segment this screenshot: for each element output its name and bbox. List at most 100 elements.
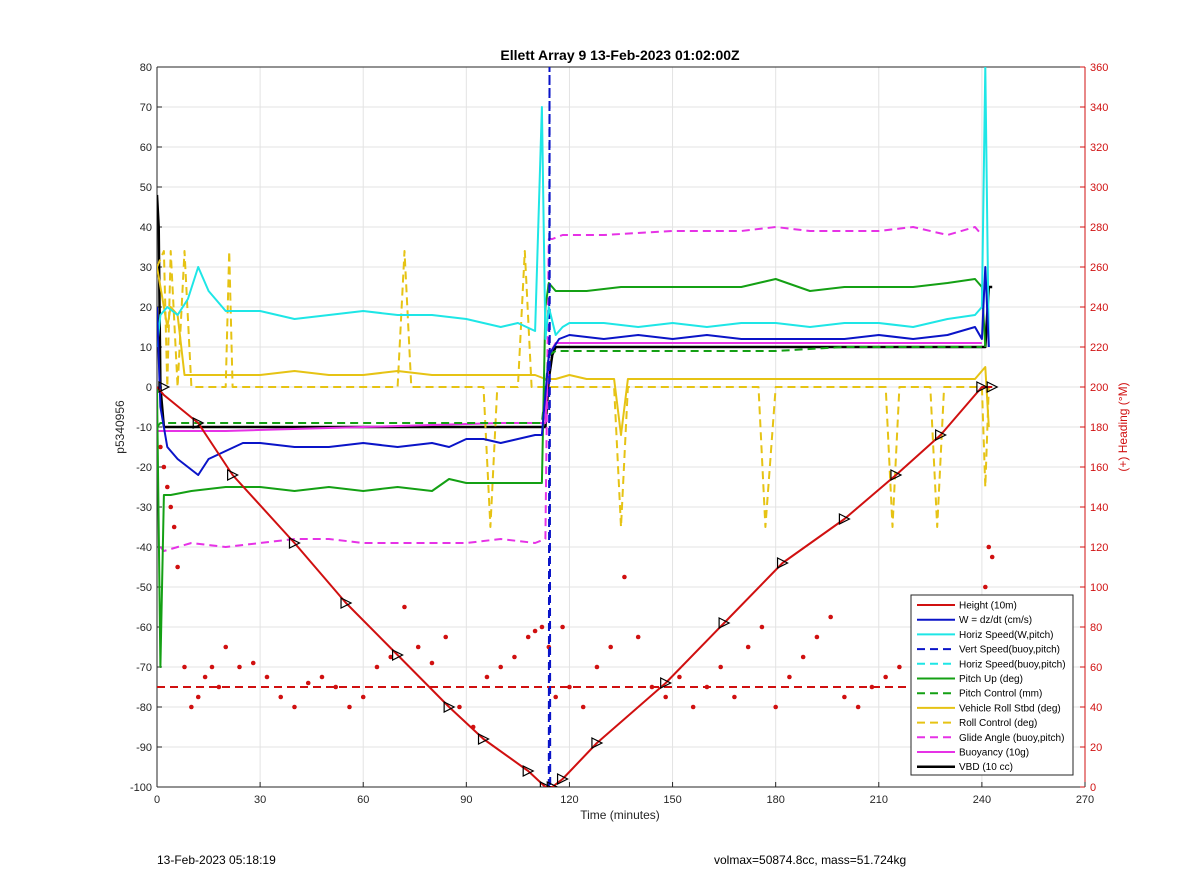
y-tick-label: 80 [140,62,152,74]
axes-layer: 0 30 60 90 120 150 180 210 240 270-100-90-80-70-6… [130,62,1108,806]
right-y-tick-label: 360 [1090,62,1108,74]
heading-point [209,664,215,670]
heading-point [677,674,682,680]
y-tick-label: -70 [136,662,152,674]
heading-point [429,660,435,666]
legend-entry: Horiz Speed(W,pitch) [959,630,1053,641]
series-line [159,226,983,552]
legend-entry: VBD (10 cc) [959,762,1013,773]
x-tick-label: 150 [663,794,681,806]
heading-point [560,624,565,630]
heading-point [704,684,710,690]
x-tick-label: 120 [560,794,578,806]
chart-title: Ellett Array 9 13-Feb-2023 01:02:00Z [500,47,740,63]
heading-point [195,694,201,700]
right-y-tick-label: 160 [1090,462,1108,474]
heading-point [512,654,517,660]
right-y-tick-label: 20 [1090,742,1102,754]
y-tick-label: -10 [136,422,152,434]
right-y-axis-label: (+) Heading (°M) [1116,382,1130,471]
y-tick-label: -100 [130,782,152,794]
height-marker [591,737,604,749]
height-marker [158,381,171,393]
x-tick-label: 240 [973,794,991,806]
y-tick-label: 50 [140,182,152,194]
heading-point [443,634,449,640]
legend-entry: Vehicle Roll Stbd (deg) [959,703,1061,714]
y-tick-label: -90 [136,742,152,754]
heading-point [567,684,572,690]
heading-point [718,664,723,670]
series-line [157,67,990,348]
heading-point [216,684,222,690]
right-y-tick-label: 200 [1090,382,1108,394]
legend-entry: Height (10m) [959,601,1017,612]
x-tick-label: 270 [1076,794,1094,806]
heading-point [171,524,177,530]
legend-entry: W = dz/dt (cm/s) [959,615,1032,626]
height-marker [391,649,404,661]
height-marker [976,381,989,393]
heading-point [532,628,538,634]
y-tick-label: 0 [146,382,152,394]
legend-entry: Horiz Speed(buoy,pitch) [959,659,1066,670]
heading-point [986,544,992,550]
heading-point [608,644,613,650]
series-line [157,266,990,476]
height-marker [838,513,851,525]
heading-point [580,704,586,710]
y-axis-label: p5340956 [113,400,127,454]
legend-box [910,594,1074,776]
x-axis-label: Time (minutes) [580,808,660,822]
right-y-tick-label: 80 [1090,622,1102,634]
height-marker [660,677,673,689]
series-line [157,266,990,436]
right-y-tick-label: 0 [1090,782,1096,794]
right-y-tick-label: 340 [1090,102,1108,114]
heading-point [292,704,297,710]
heading-point [649,684,655,690]
heading-point [897,664,902,670]
y-tick-label: 40 [140,222,152,234]
series-line [157,386,993,787]
height-marker [986,381,999,393]
y-tick-label: 30 [140,262,152,274]
heading-point [250,660,256,666]
right-y-tick-label: 240 [1090,302,1108,314]
height-marker [192,417,205,429]
heading-point [374,664,380,670]
right-y-tick-label: 180 [1090,422,1108,434]
heading-point [773,704,778,710]
height-marker [718,617,731,629]
x-tick-label: 210 [870,794,888,806]
legend-entry: Buoyancy (10g) [959,748,1029,759]
y-tick-label: 10 [140,342,152,354]
height-marker [546,781,559,787]
heading-point [182,664,187,670]
y-tick-label: -20 [136,462,152,474]
heading-point [333,684,339,690]
heading-point [237,664,242,670]
heading-point [498,664,504,670]
height-marker [443,701,456,713]
heading-point [732,694,737,700]
right-y-tick-label: 280 [1090,222,1108,234]
right-y-tick-label: 60 [1090,662,1102,674]
footer-info: volmax=50874.8cc, mass=51.724kg [714,853,907,867]
y-tick-label: -40 [136,542,152,554]
legend-entry: Pitch Up (deg) [959,674,1023,685]
heading-point [855,704,861,710]
heading-point [158,444,163,450]
height-marker [776,557,789,569]
right-y-tick-label: 120 [1090,542,1108,554]
x-tick-label: 180 [766,794,784,806]
y-tick-label: 70 [140,102,152,114]
heading-point [635,634,641,640]
heading-point [484,674,490,680]
heading-point [202,674,208,680]
x-tick-label: 90 [460,794,472,806]
heading-point [800,654,806,660]
y-tick-label: -30 [136,502,152,514]
y-tick-label: 60 [140,142,152,154]
height-marker [288,537,301,549]
